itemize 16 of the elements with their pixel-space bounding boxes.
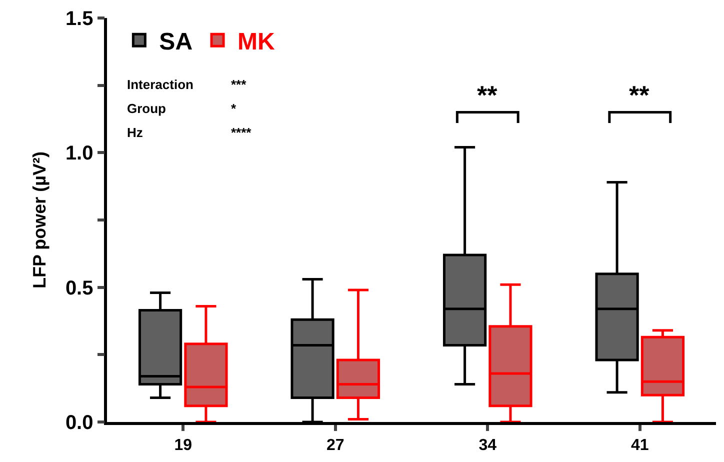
x-tick-label: 27 [326, 436, 344, 454]
text: Group * [127, 101, 236, 116]
text: Interaction *** [127, 77, 246, 92]
y-axis-title: LFP power (µV²) [30, 151, 50, 289]
legend-label: MK [238, 28, 276, 56]
y-tick-label: 0.5 [65, 277, 94, 300]
annotation: ** [629, 80, 650, 110]
legend-label: SA [159, 28, 193, 56]
x-tick-label: 34 [478, 436, 497, 454]
x-tick-label: 41 [630, 436, 649, 454]
x-tick-label: 19 [174, 436, 192, 454]
y-tick-label: 0.0 [65, 412, 94, 434]
y-tick-label: 1.0 [65, 142, 94, 165]
annotation: ** [477, 80, 498, 110]
text: Hz **** [127, 125, 252, 140]
y-tick-label: 1.5 [65, 8, 94, 30]
